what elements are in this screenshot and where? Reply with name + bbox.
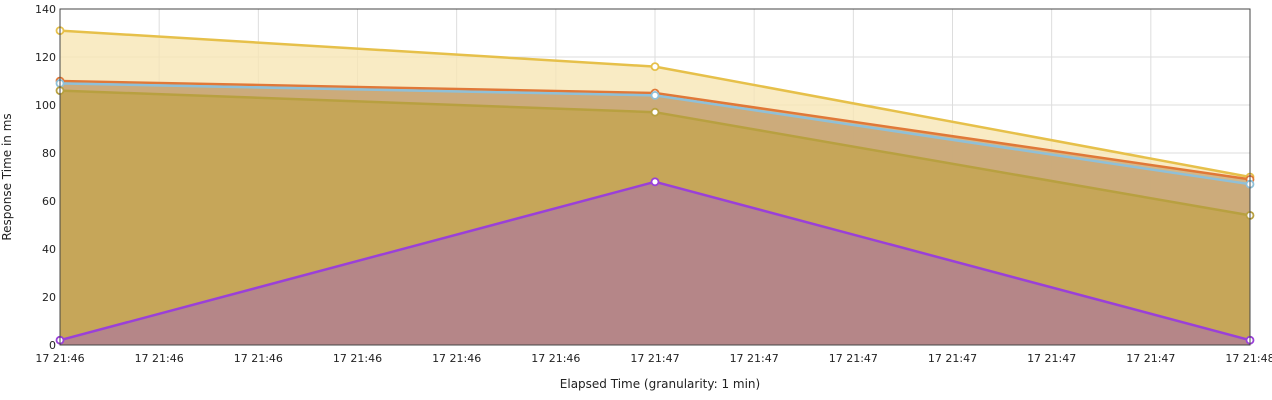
series-areas [60, 30, 1250, 346]
y-tick-label-2: 40 [42, 243, 56, 256]
data-point-3-1[interactable] [650, 107, 660, 117]
x-axis-ticks: 17 21:46 17 21:46 17 21:46 17 21:46 17 21:46… [35, 352, 1272, 365]
x-tick-label-9: 17 21:47 [928, 352, 977, 365]
y-tick-label-3: 60 [42, 195, 56, 208]
y-tick-label-6: 120 [35, 51, 56, 64]
x-tick-label-11: 17 21:47 [1126, 352, 1175, 365]
x-tick-label-1: 17 21:46 [135, 352, 184, 365]
plot-border [59, 8, 1251, 346]
x-tick-label-2: 17 21:46 [234, 352, 283, 365]
x-tick-label-4: 17 21:46 [432, 352, 481, 365]
x-tick-label-0: 17 21:46 [35, 352, 84, 365]
data-point-4-1[interactable] [650, 177, 660, 187]
x-tick-label-7: 17 21:47 [730, 352, 779, 365]
x-tick-label-6: 17 21:47 [630, 352, 679, 365]
data-point-0-1[interactable] [650, 62, 660, 71]
x-tick-label-5: 17 21:46 [531, 352, 580, 365]
x-tick-label-12: 17 21:48 [1225, 352, 1272, 365]
y-tick-label-7: 140 [35, 3, 56, 16]
y-axis-ticks: 0 20 40 60 80 100 120 140 [35, 3, 56, 352]
y-tick-label-4: 80 [42, 147, 56, 160]
y-axis-title: Response Time in ms [0, 113, 14, 240]
y-tick-label-0: 0 [49, 339, 56, 352]
series-area-4 [60, 181, 1250, 345]
y-tick-label-5: 100 [35, 99, 56, 112]
x-tick-label-3: 17 21:46 [333, 352, 382, 365]
x-tick-label-10: 17 21:47 [1027, 352, 1076, 365]
data-point-2-1[interactable] [650, 91, 660, 100]
y-tick-label-1: 20 [42, 291, 56, 304]
x-axis-title: Elapsed Time (granularity: 1 min) [560, 377, 760, 391]
x-tick-label-8: 17 21:47 [829, 352, 878, 365]
